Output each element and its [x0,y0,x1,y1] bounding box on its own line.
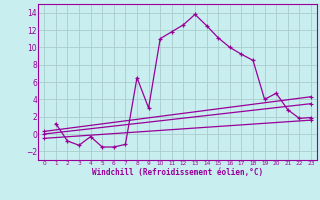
X-axis label: Windchill (Refroidissement éolien,°C): Windchill (Refroidissement éolien,°C) [92,168,263,177]
